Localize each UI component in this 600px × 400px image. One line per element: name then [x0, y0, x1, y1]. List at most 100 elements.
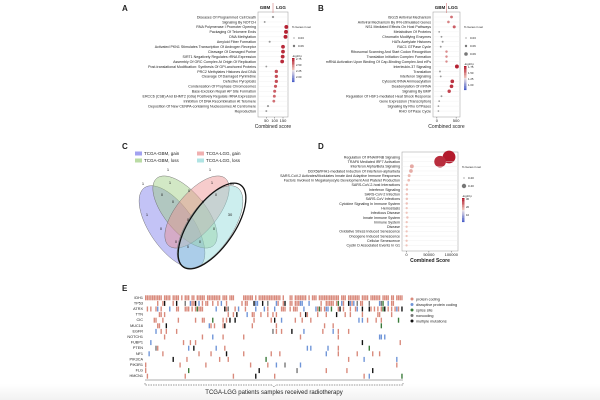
colorbar-segment — [462, 213, 465, 215]
mutation-cell — [251, 295, 254, 301]
term-label: Hemostasis — [381, 206, 400, 210]
mutation-cell — [397, 317, 400, 323]
mutation-cell — [274, 295, 276, 301]
mutation-cell — [191, 295, 193, 301]
header-gbm: GBM — [260, 5, 271, 10]
mutation-cell — [380, 317, 383, 323]
mutation-cell — [330, 300, 333, 306]
data-point — [405, 211, 408, 214]
data-point — [405, 192, 409, 196]
data-point — [406, 216, 409, 219]
mutation-cell — [258, 295, 260, 301]
size-legend-label: 0.20 — [468, 176, 474, 180]
colorbar-segment — [462, 199, 465, 201]
mutation-cell — [318, 306, 321, 312]
mutation-cell — [303, 295, 305, 301]
mutation-cell — [162, 300, 164, 306]
data-point — [454, 64, 459, 69]
mutation-cell — [184, 373, 186, 379]
gene-label: IDH1 — [134, 296, 143, 300]
term-label: mRNA Activation Upon Binding Of Cap-Bind… — [326, 60, 431, 64]
venn-intersection-count: 0 — [202, 199, 205, 204]
mutation-cell — [306, 345, 309, 351]
term-label: ISG15 Antiviral Mechanism — [388, 15, 431, 19]
term-label: Amyloid Fiber Formation — [217, 40, 256, 44]
mutation-cell — [162, 317, 164, 323]
mutation-cell — [146, 373, 149, 379]
mutation-cell — [243, 351, 245, 357]
mutation-cell — [200, 306, 202, 312]
mutation-cell — [246, 312, 248, 318]
data-point — [274, 74, 278, 79]
data-point — [452, 25, 456, 29]
mutation-cell — [153, 295, 155, 301]
mutation-cell — [347, 300, 350, 306]
plot-frame-D — [401, 151, 459, 252]
mutation-cell — [284, 300, 286, 306]
mutation-cell — [224, 323, 226, 329]
data-point — [450, 79, 455, 84]
mutation-cell — [313, 295, 315, 301]
mutation-cell — [349, 312, 352, 318]
mutation-cell — [186, 295, 188, 301]
mutation-cell — [317, 312, 319, 318]
mutation-cell — [378, 295, 381, 301]
mutation-cell — [277, 295, 279, 301]
mutation-cell — [232, 373, 235, 379]
data-point — [271, 15, 275, 19]
gene-label: PIK3CA — [129, 357, 143, 361]
term-label: NS1 Mediated Effects On Host Pathways — [366, 25, 432, 29]
size-legend-label: 0.03 — [298, 36, 304, 40]
data-point — [437, 105, 440, 107]
mutation-cell — [188, 345, 190, 351]
term-label: Post-translational Modification: Synthes… — [148, 65, 256, 69]
mutation-cell — [249, 295, 252, 301]
mutation-cell — [337, 306, 340, 312]
mutation-cell — [218, 295, 221, 301]
colorbar-segment — [292, 67, 295, 69]
mutation-cell — [261, 300, 264, 306]
mutation-cell — [347, 356, 350, 362]
mutation-cell — [165, 295, 168, 301]
term-label: Disease — [387, 225, 400, 229]
mutation-cell — [253, 300, 255, 306]
colorbar-segment — [292, 61, 295, 63]
venn-intersection-count: 0 — [172, 199, 175, 204]
colorbar-tick-label: 2.25 — [296, 69, 302, 73]
mutation-cell — [255, 373, 257, 379]
colorbar-segment — [292, 74, 295, 77]
data-point — [405, 239, 408, 242]
mutation-cell — [327, 300, 329, 306]
mutation-legend-dot — [410, 297, 414, 301]
data-point — [405, 225, 408, 228]
mutation-cell — [291, 328, 293, 334]
term-label: Cytosolic tRNA Aminoacylation — [382, 80, 431, 84]
venn-region-count: 1 — [169, 180, 172, 185]
mutation-cell — [267, 362, 269, 368]
mutation-cell — [225, 295, 228, 301]
gene-label: FUBP1 — [131, 341, 143, 345]
mutation-cell — [375, 317, 377, 323]
mutation-cell — [396, 306, 398, 312]
mutation-cell — [227, 306, 229, 312]
mutation-cell — [378, 334, 381, 340]
mutation-cell — [392, 300, 395, 306]
term-label: PRC2 Methylates Histones And DNA — [197, 70, 256, 74]
mutation-cell — [394, 306, 396, 312]
colorbar-segment — [292, 58, 295, 60]
term-label: RAC1 GTPase Cycle — [397, 45, 431, 49]
mutation-cell — [310, 317, 312, 323]
mutation-cell — [201, 306, 204, 312]
venn-intersection-count: 0 — [160, 226, 163, 231]
data-point — [434, 155, 446, 168]
mutation-cell — [215, 306, 217, 312]
size-legend-dot — [463, 177, 465, 179]
term-label: Translation — [413, 70, 431, 74]
colorbar-segment — [462, 206, 465, 208]
mutation-cell — [265, 356, 267, 362]
data-point — [265, 65, 268, 68]
data-point — [405, 183, 409, 187]
mutation-cell — [315, 306, 317, 312]
term-label: Interferon Alpha/Beta Signaling — [350, 165, 400, 169]
mutation-cell — [299, 295, 302, 301]
